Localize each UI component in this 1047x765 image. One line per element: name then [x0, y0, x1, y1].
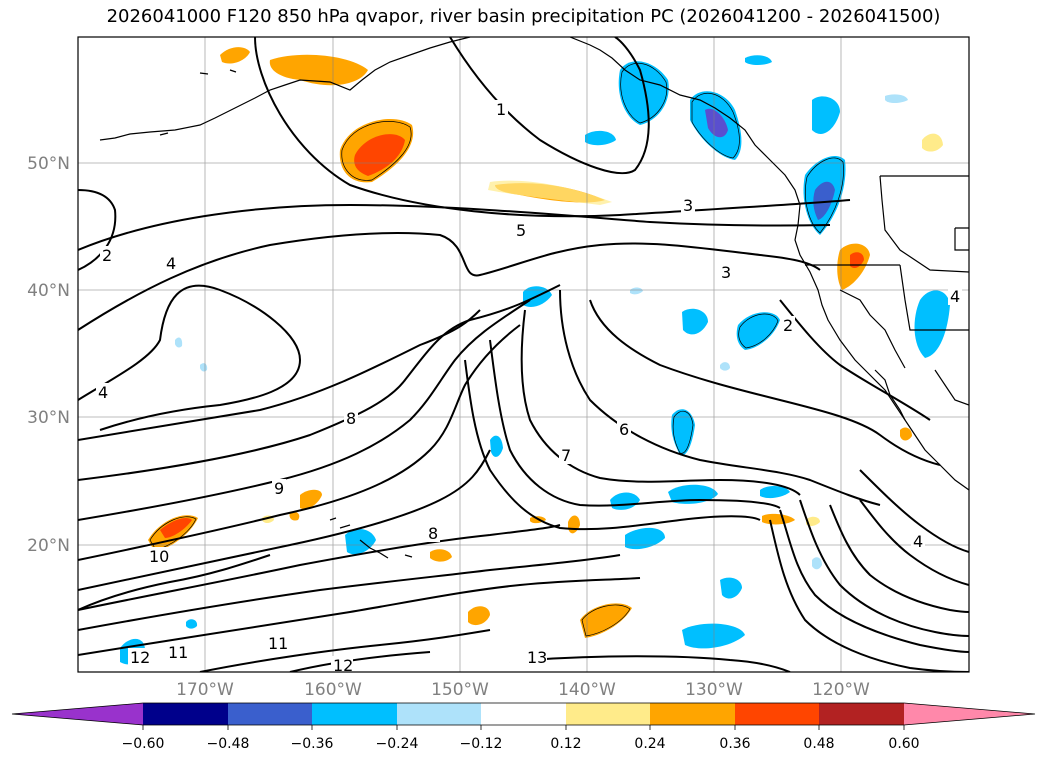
contour-label-13: 13: [527, 648, 547, 667]
contour-labels: 1 2 2 3 3 4 4 4 4 5 6 7 8 8 9 10 11 11: [96, 100, 962, 675]
colorbar-segment-8: [735, 703, 819, 725]
contour-label-3: 3: [683, 196, 693, 215]
colorbar-segment-2: [228, 703, 312, 725]
lat-label-50n: 50°N: [27, 154, 70, 174]
lat-label-30n: 30°N: [27, 408, 70, 428]
lon-label-130w: 130°W: [685, 680, 743, 700]
contour-label-8b: 8: [428, 524, 438, 543]
contour-label-5: 5: [516, 221, 526, 240]
colorbar-tick-8: 0.36: [719, 736, 750, 752]
lat-label-20n: 20°N: [27, 536, 70, 556]
contour-label-8: 8: [346, 409, 356, 428]
colorbar-segment-4: [397, 703, 481, 725]
precip-outlines: [149, 62, 844, 637]
colorbar-tick-1: −0.60: [122, 736, 165, 752]
contour-label-6: 6: [619, 420, 629, 439]
lon-label-160w: 160°W: [304, 680, 362, 700]
colorbar-segment-5: [481, 703, 566, 725]
map-frame: [77, 36, 970, 673]
colorbar-tick-7: 0.24: [634, 736, 665, 752]
colorbar-tick-5: −0.12: [460, 736, 503, 752]
qvapor-contours: [78, 37, 969, 672]
lon-label-120w: 120°W: [812, 680, 870, 700]
contour-label-3b: 3: [721, 263, 731, 282]
contour-label-7: 7: [561, 446, 571, 465]
contour-label-12b: 12: [333, 656, 353, 675]
lon-label-170w: 170°W: [176, 680, 234, 700]
contour-label-12: 12: [130, 648, 150, 667]
colorbar-tick-10: 0.60: [888, 736, 919, 752]
colorbar-extend-low: [12, 703, 143, 725]
colorbar-tick-6: 0.12: [550, 736, 581, 752]
colorbar-extend-high: [904, 703, 1035, 725]
contour-label-4: 4: [166, 254, 176, 273]
colorbar: −0.60 −0.48 −0.36 −0.24 −0.12 0.12 0.24 …: [11, 702, 1036, 752]
lon-label-140w: 140°W: [558, 680, 616, 700]
colorbar-segment-3: [312, 703, 397, 725]
contour-label-4b: 4: [98, 383, 108, 402]
colorbar-segment-7: [650, 703, 735, 725]
contour-label-4c: 4: [913, 532, 923, 551]
colorbar-tick-3: −0.36: [291, 736, 334, 752]
colorbar-tick-4: −0.24: [376, 736, 419, 752]
axis-labels: 170°W 160°W 150°W 140°W 130°W 120°W 50°N…: [27, 154, 870, 700]
contour-label-2b: 2: [102, 246, 112, 265]
contour-label-2: 2: [783, 316, 793, 335]
contour-label-9: 9: [274, 479, 284, 498]
map-background: [78, 37, 969, 672]
lat-label-40n: 40°N: [27, 281, 70, 301]
lon-label-150w: 150°W: [431, 680, 489, 700]
colorbar-tick-9: 0.48: [803, 736, 834, 752]
contour-label-11b: 11: [268, 634, 288, 653]
contour-label-1: 1: [496, 100, 506, 119]
colorbar-segment-9: [819, 703, 904, 725]
colorbar-tick-2: −0.48: [207, 736, 250, 752]
colorbar-segment-6: [566, 703, 650, 725]
contour-label-10: 10: [149, 547, 169, 566]
map-title: 2026041000 F120 850 hPa qvapor, river ba…: [106, 6, 941, 27]
colorbar-segment-1: [143, 703, 228, 725]
contour-label-11: 11: [168, 643, 188, 662]
contour-label-4d: 4: [950, 287, 960, 306]
